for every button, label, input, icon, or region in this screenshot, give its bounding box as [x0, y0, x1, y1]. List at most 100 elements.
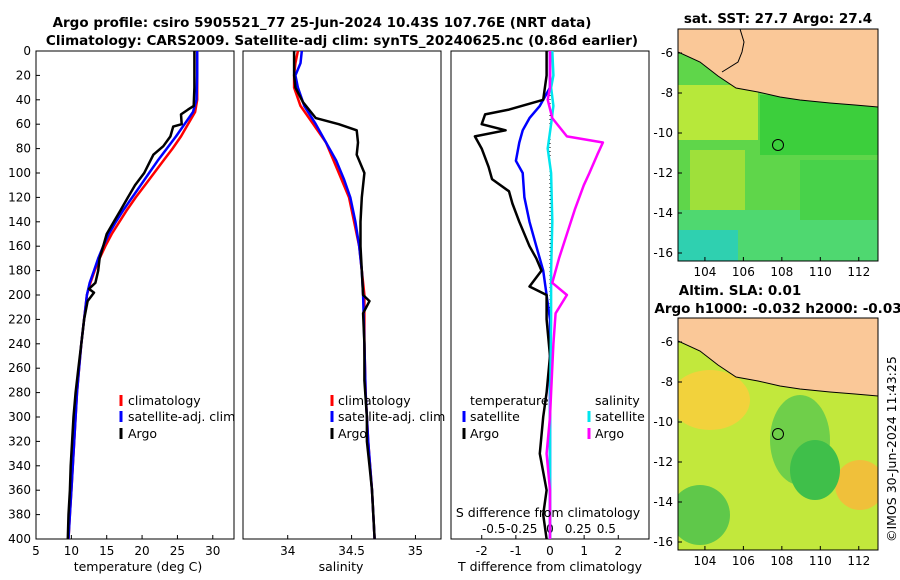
lat-tick-label: -16 [653, 246, 673, 260]
lat-tick-label: -8 [661, 86, 673, 100]
lon-tick-label: 108 [770, 554, 793, 568]
x-tick-label: 34 [280, 544, 295, 558]
temperature-axis: 5 10 15 20 25 30 [32, 535, 220, 558]
salinity-legend: climatology satellite-adj. clim Argo [330, 393, 445, 441]
t-difference-axis: -2 -1 0 1 2 [476, 535, 622, 558]
lon-tick-label: 110 [809, 265, 832, 279]
s-tick-label: 0.25 [565, 522, 592, 536]
lon-tick-label: 104 [693, 265, 716, 279]
depth-tick-label: 20 [16, 68, 31, 82]
legend-label-satellite: satellite-adj. clim [128, 409, 235, 424]
difference-legend-temperature: temperature satellite Argo [462, 393, 549, 441]
s-difference-axis: -0.5 -0.25 0 0.25 0.5 [482, 522, 616, 536]
lat-tick-label: -16 [653, 535, 673, 549]
x-tick-label: 20 [134, 544, 149, 558]
depth-tick-label: 320 [8, 434, 31, 448]
depth-tick-label: 280 [8, 386, 31, 400]
depth-tick-label: 40 [16, 93, 31, 107]
lat-tick-label: -6 [661, 46, 673, 60]
lat-tick-label: -10 [653, 126, 673, 140]
legend-label-climatology: climatology [128, 393, 201, 408]
legend-label-t-satellite: satellite [470, 409, 520, 424]
x-tick-label: -2 [476, 544, 488, 558]
legend-title-salinity: salinity [595, 393, 640, 408]
lat-tick-label: -6 [661, 335, 673, 349]
figure-title-line2: Climatology: CARS2009. Satellite-adj cli… [46, 33, 638, 49]
s-tick-label: 0.5 [597, 522, 616, 536]
lon-tick-label: 104 [693, 554, 716, 568]
x-tick-label: 5 [32, 544, 40, 558]
lat-tick-label: -12 [653, 166, 673, 180]
s-tick-label: -0.25 [506, 522, 537, 536]
x-tick-label: 2 [614, 544, 622, 558]
legend-label-t-argo: Argo [470, 426, 499, 441]
series-temperature-satellite [514, 51, 552, 539]
legend-label-s-satellite: satellite [595, 409, 645, 424]
depth-tick-label: 60 [16, 117, 31, 131]
temperature-panel: 0 20 40 60 80 100 120 140 160 180 200 220 240 260 280 3… [8, 44, 455, 574]
depth-tick-label: 140 [8, 215, 31, 229]
lon-tick-label: 112 [847, 265, 870, 279]
lat-tick-label: -12 [653, 455, 673, 469]
series-temperature-argo [473, 51, 552, 539]
depth-tick-label: 220 [8, 312, 31, 326]
legend-label-satellite: satellite-adj. clim [338, 409, 445, 424]
depth-tick-label: 300 [8, 410, 31, 424]
depth-axis: 0 20 40 60 80 100 120 140 160 180 200 220 240 260 280 3… [8, 44, 455, 546]
lat-tick-label: -10 [653, 415, 673, 429]
salinity-panel: 34 34.5 35 salinity climatology satellite-… [242, 50, 445, 574]
sla-map-title-line2: Argo h1000: -0.032 h2000: -0.03 [654, 301, 900, 317]
sst-map-title: sat. SST: 27.7 Argo: 27.4 [684, 11, 872, 27]
depth-tick-label: 80 [16, 142, 31, 156]
x-tick-label: 10 [64, 544, 79, 558]
depth-tick-label: 200 [8, 288, 31, 302]
legend-label-argo: Argo [128, 426, 157, 441]
temperature-legend: climatology satellite-adj. clim Argo [119, 393, 235, 441]
difference-panel: -2 -1 0 1 2 -0.5 -0.25 0 0.25 0.5 S difference f… [450, 50, 650, 574]
argo-location-marker [772, 139, 784, 151]
legend-label-s-argo: Argo [595, 426, 624, 441]
imos-credit: ©IMOS 30-Jun-2024 11:43:25 [884, 356, 899, 542]
depth-tick-label: 0 [23, 44, 31, 58]
depth-tick-label: 100 [8, 166, 31, 180]
difference-legend-salinity: salinity satellite Argo [587, 393, 645, 441]
land-sumatra-edge [721, 29, 745, 73]
series-argo [66, 51, 196, 539]
t-difference-axis-label: T difference from climatology [457, 559, 643, 574]
depth-tick-label: 340 [8, 459, 31, 473]
series-argo [292, 51, 376, 539]
x-tick-label: 30 [205, 544, 220, 558]
x-tick-label: 0 [546, 544, 554, 558]
depth-tick-label: 160 [8, 239, 31, 253]
land-java [678, 318, 878, 397]
legend-label-argo: Argo [338, 426, 367, 441]
lon-tick-label: 106 [732, 554, 755, 568]
lat-tick-label: -14 [653, 495, 673, 509]
depth-tick-label: 260 [8, 361, 31, 375]
x-tick-label: 34.5 [338, 544, 365, 558]
argo-location-marker [772, 428, 784, 440]
lon-tick-label: 108 [770, 265, 793, 279]
salinity-axis-label: salinity [319, 559, 364, 574]
sla-map-title-line1: Altim. SLA: 0.01 [679, 283, 801, 299]
x-tick-label: 35 [408, 544, 423, 558]
temperature-axis-label: temperature (deg C) [74, 559, 203, 574]
lon-tick-label: 106 [732, 265, 755, 279]
series-salinity-satellite [546, 51, 555, 539]
lat-tick-label: -14 [653, 206, 673, 220]
salinity-axis: 34 34.5 35 [280, 535, 423, 558]
lat-tick-label: -8 [661, 375, 673, 389]
depth-tick-label: 400 [8, 532, 31, 546]
s-tick-label: -0.5 [482, 522, 505, 536]
depth-tick-label: 360 [8, 483, 31, 497]
series-salinity-argo [545, 51, 605, 539]
x-tick-label: 1 [580, 544, 588, 558]
depth-tick-label: 180 [8, 264, 31, 278]
depth-tick-label: 380 [8, 508, 31, 522]
lon-tick-label: 110 [809, 554, 832, 568]
figure-title-line1: Argo profile: csiro 5905521_77 25-Jun-20… [53, 15, 592, 31]
lon-tick-label: 112 [847, 554, 870, 568]
sla-map-panel: Altim. SLA: 0.01 Argo h1000: -0.032 h200… [653, 283, 900, 568]
land-java [678, 29, 878, 108]
